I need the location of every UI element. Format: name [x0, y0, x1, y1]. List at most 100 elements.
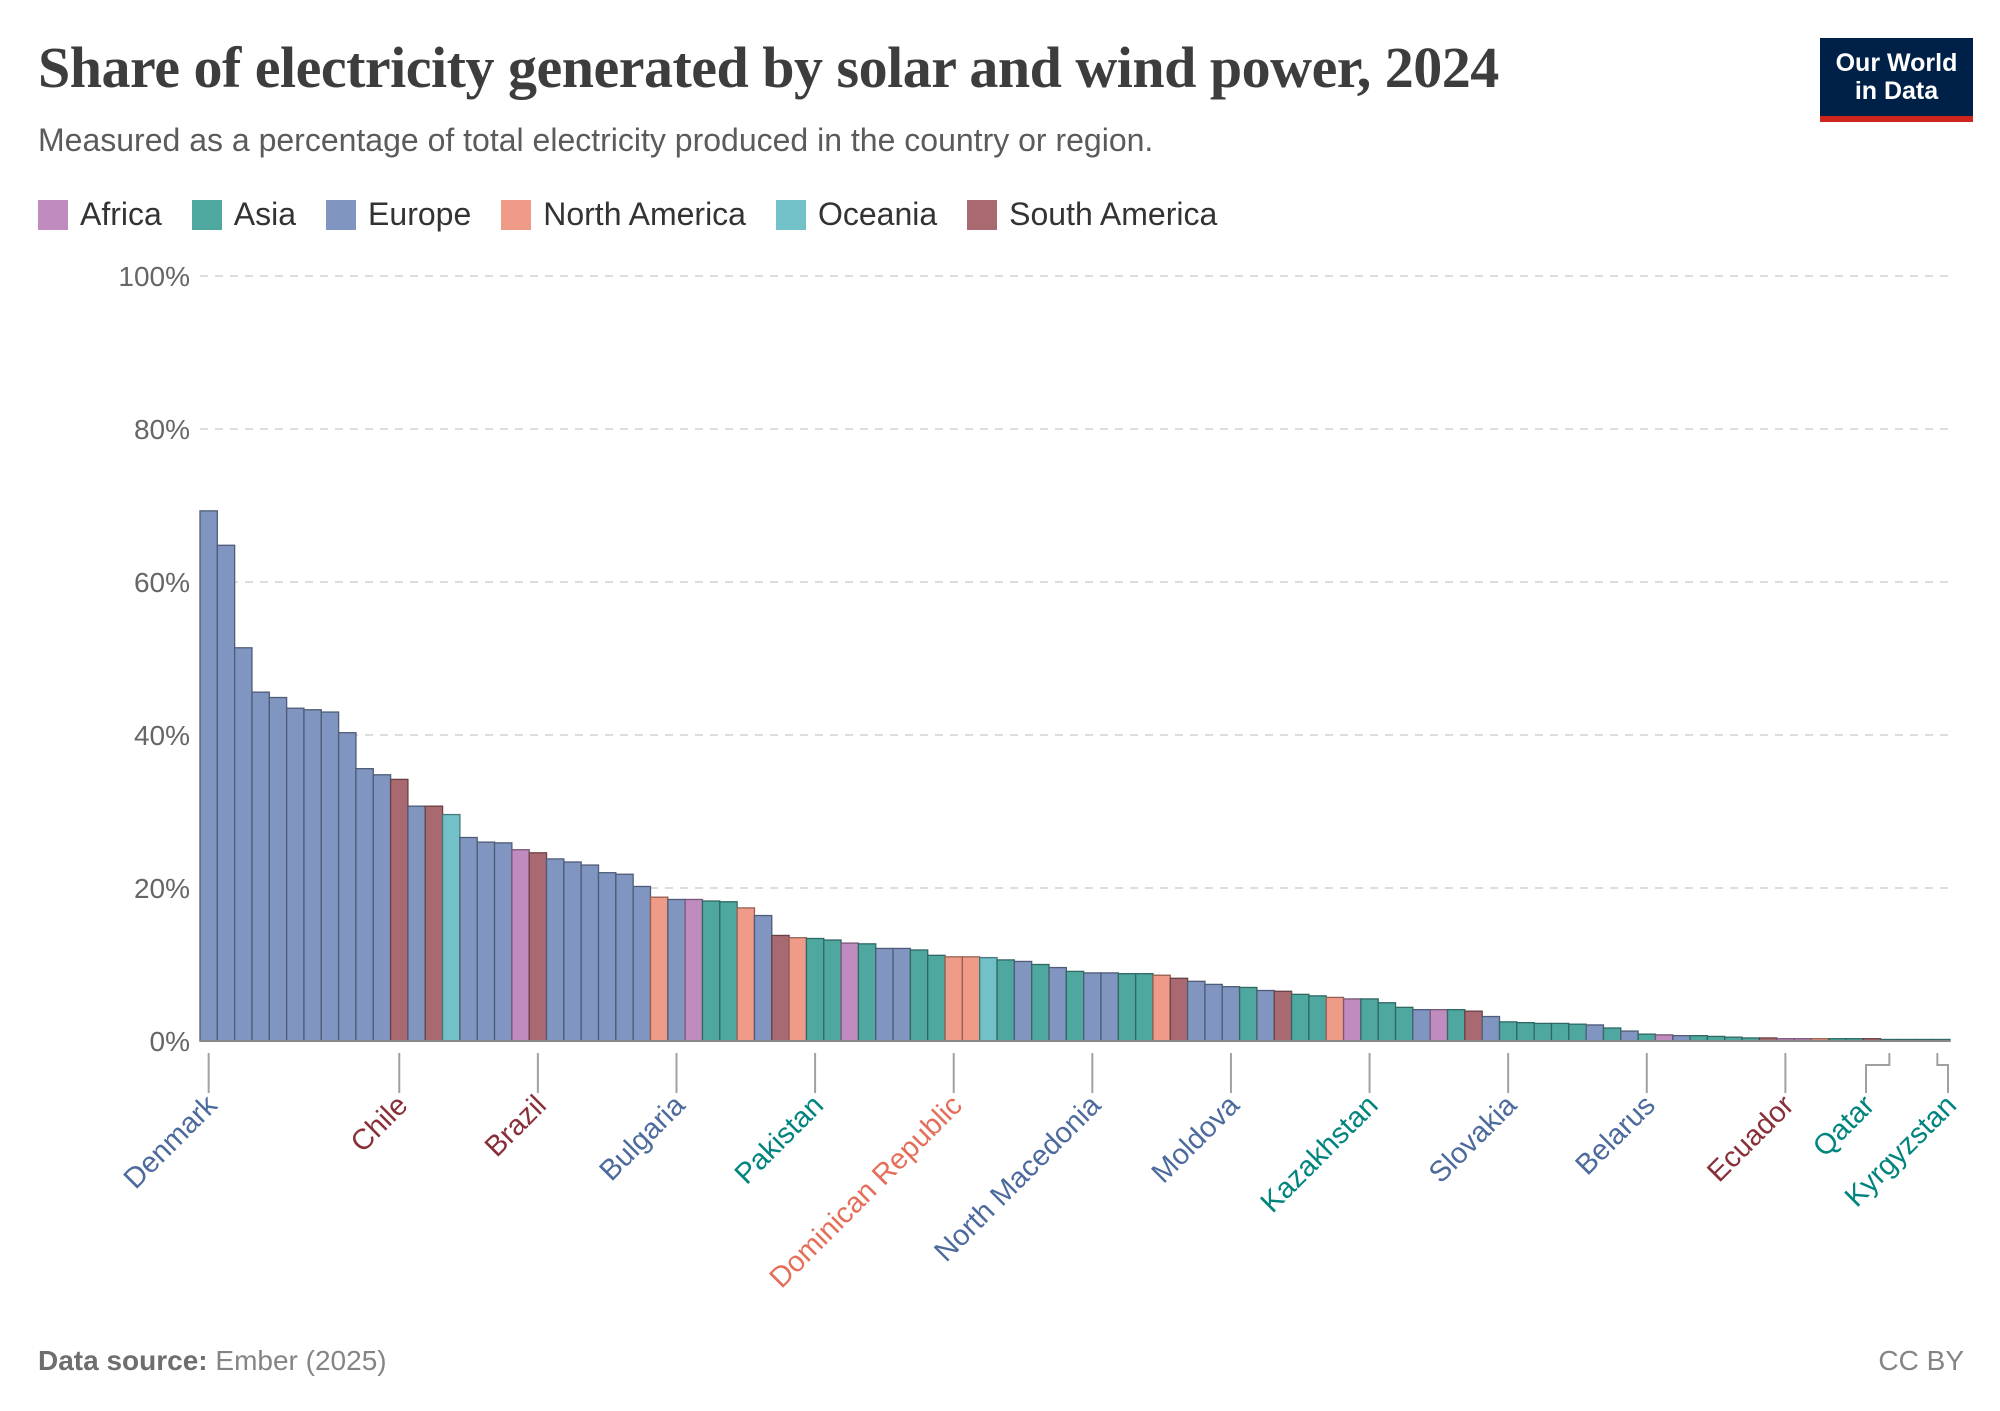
- legend-item-africa[interactable]: Africa: [38, 196, 162, 233]
- bar[interactable]: [1568, 1023, 1587, 1042]
- bar[interactable]: [1446, 1008, 1466, 1042]
- bar[interactable]: [268, 696, 288, 1042]
- owid-logo[interactable]: Our World in Data: [1820, 38, 1973, 122]
- bar[interactable]: [459, 836, 478, 1042]
- bar[interactable]: [424, 805, 444, 1042]
- bar[interactable]: [1031, 963, 1050, 1042]
- bar[interactable]: [1325, 996, 1345, 1042]
- bar[interactable]: [199, 510, 218, 1042]
- bar[interactable]: [1481, 1015, 1501, 1042]
- bar[interactable]: [1048, 966, 1067, 1042]
- bar[interactable]: [857, 943, 877, 1042]
- bar[interactable]: [649, 896, 669, 1042]
- bar[interactable]: [961, 956, 981, 1042]
- bar[interactable]: [1620, 1030, 1639, 1042]
- bar[interactable]: [909, 949, 929, 1042]
- bar[interactable]: [632, 885, 652, 1042]
- bar[interactable]: [355, 768, 374, 1042]
- bar[interactable]: [511, 849, 530, 1042]
- legend-item-europe[interactable]: Europe: [326, 196, 471, 233]
- bar[interactable]: [407, 805, 426, 1042]
- legend-item-oceania[interactable]: Oceania: [775, 196, 937, 233]
- bar[interactable]: [1273, 990, 1293, 1042]
- bar[interactable]: [684, 898, 704, 1042]
- bar[interactable]: [1308, 995, 1327, 1042]
- bar[interactable]: [1412, 1008, 1431, 1042]
- bar[interactable]: [875, 947, 894, 1042]
- bar[interactable]: [545, 858, 565, 1042]
- bar[interactable]: [476, 841, 496, 1042]
- bar[interactable]: [563, 861, 582, 1042]
- bar[interactable]: [1550, 1022, 1570, 1042]
- x-tick-label[interactable]: Brazil: [479, 1089, 553, 1163]
- bar[interactable]: [1083, 972, 1102, 1042]
- bar[interactable]: [1342, 998, 1362, 1042]
- x-tick-label[interactable]: Bulgaria: [594, 1089, 692, 1187]
- bar[interactable]: [892, 947, 912, 1042]
- bar[interactable]: [1134, 973, 1154, 1042]
- legend-item-south-america[interactable]: South America: [967, 196, 1217, 233]
- bar[interactable]: [1256, 989, 1275, 1042]
- bar[interactable]: [979, 956, 998, 1042]
- bar[interactable]: [1290, 993, 1310, 1042]
- bar[interactable]: [1377, 1002, 1397, 1042]
- bar[interactable]: [1516, 1021, 1535, 1042]
- bar[interactable]: [1238, 986, 1258, 1042]
- bar[interactable]: [493, 842, 513, 1042]
- bar[interactable]: [701, 900, 721, 1042]
- bar[interactable]: [372, 774, 392, 1042]
- license[interactable]: CC BY: [1878, 1345, 1964, 1376]
- x-tick-label[interactable]: Qatar: [1807, 1089, 1881, 1163]
- x-tick-label[interactable]: Kazakhstan: [1255, 1089, 1385, 1219]
- bar[interactable]: [1221, 986, 1241, 1042]
- bar[interactable]: [1585, 1024, 1605, 1042]
- source-value[interactable]: Ember (2025): [215, 1345, 387, 1376]
- x-tick-label[interactable]: Denmark: [118, 1089, 224, 1195]
- bar[interactable]: [753, 914, 773, 1042]
- bar[interactable]: [1464, 1010, 1483, 1042]
- legend-item-asia[interactable]: Asia: [191, 196, 296, 233]
- bar[interactable]: [736, 907, 756, 1042]
- bar[interactable]: [320, 711, 340, 1042]
- bar[interactable]: [1117, 973, 1137, 1042]
- bar[interactable]: [216, 544, 236, 1042]
- x-tick-label[interactable]: Moldova: [1146, 1089, 1247, 1190]
- bar[interactable]: [1100, 972, 1119, 1042]
- bar[interactable]: [1602, 1027, 1622, 1042]
- bar[interactable]: [1204, 983, 1223, 1042]
- bar[interactable]: [1169, 977, 1189, 1042]
- bar[interactable]: [580, 864, 600, 1042]
- bar[interactable]: [1429, 1008, 1449, 1042]
- bar[interactable]: [615, 873, 634, 1042]
- bar[interactable]: [1013, 960, 1033, 1042]
- bar[interactable]: [1394, 1006, 1414, 1042]
- bar[interactable]: [805, 937, 825, 1042]
- x-tick-label[interactable]: Belarus: [1570, 1089, 1662, 1181]
- bar[interactable]: [771, 934, 790, 1042]
- bar[interactable]: [303, 709, 322, 1042]
- bar[interactable]: [1533, 1022, 1553, 1042]
- bar[interactable]: [996, 959, 1016, 1042]
- bar[interactable]: [1152, 974, 1171, 1042]
- bar[interactable]: [1637, 1033, 1657, 1042]
- bar[interactable]: [667, 898, 686, 1042]
- bar[interactable]: [285, 707, 305, 1042]
- legend-item-north-america[interactable]: North America: [501, 196, 746, 233]
- bar[interactable]: [823, 939, 842, 1042]
- x-tick-label[interactable]: Ecuador: [1701, 1089, 1800, 1188]
- bar[interactable]: [719, 901, 738, 1042]
- bar[interactable]: [944, 956, 964, 1042]
- bar[interactable]: [927, 954, 946, 1042]
- bar[interactable]: [840, 942, 860, 1042]
- bar[interactable]: [1065, 970, 1085, 1042]
- bar[interactable]: [234, 647, 253, 1042]
- bar[interactable]: [389, 778, 409, 1042]
- x-tick-label[interactable]: Chile: [345, 1089, 414, 1158]
- bar[interactable]: [528, 852, 548, 1042]
- bar[interactable]: [597, 872, 617, 1042]
- bar[interactable]: [1360, 998, 1379, 1042]
- bar[interactable]: [441, 813, 461, 1042]
- bar[interactable]: [1498, 1021, 1518, 1042]
- bar[interactable]: [337, 732, 357, 1042]
- bar[interactable]: [251, 691, 270, 1042]
